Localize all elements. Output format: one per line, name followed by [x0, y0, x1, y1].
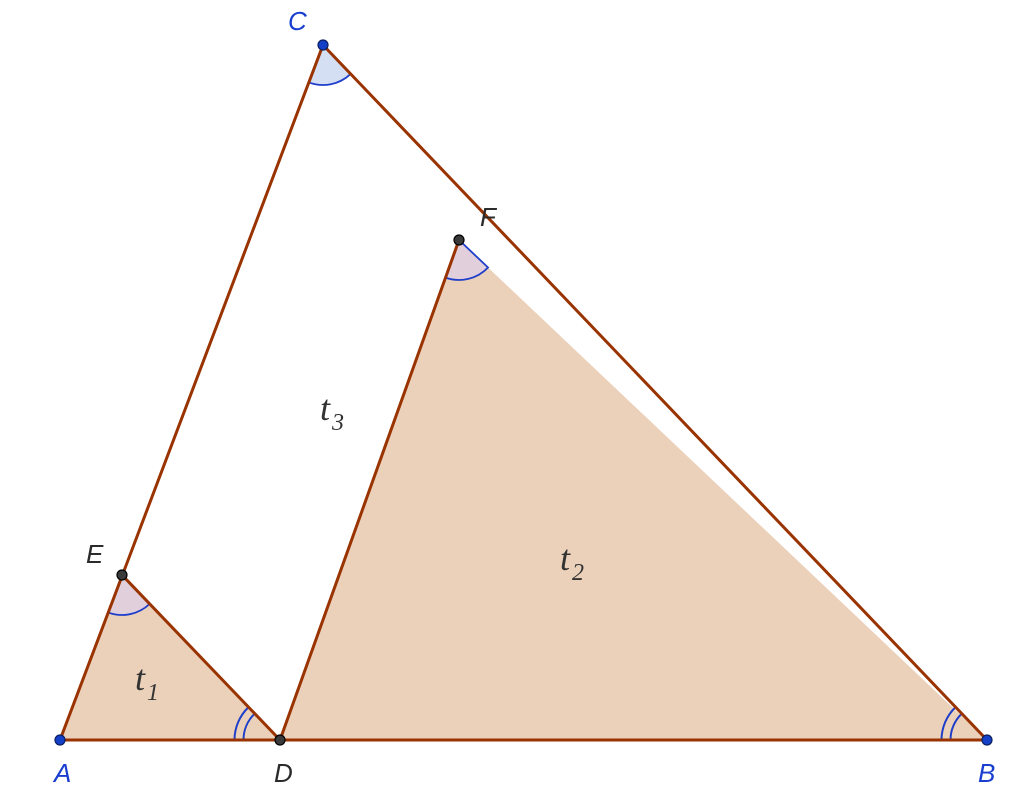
filled-triangles — [60, 240, 987, 740]
geometry-diagram: ABCDEFt1t2t3 — [0, 0, 1015, 804]
region-label-t3-base: t — [320, 388, 331, 428]
edge-CA — [60, 45, 323, 740]
vertex-A — [55, 735, 65, 745]
triangle-t2 — [280, 240, 987, 740]
label-A: A — [52, 758, 71, 788]
vertex-D — [275, 735, 285, 745]
region-label-t3-sub: 3 — [331, 410, 344, 436]
region-label-t3: t3 — [320, 388, 344, 436]
triangle-t1 — [60, 575, 280, 740]
label-E: E — [86, 539, 104, 569]
vertex-C — [318, 40, 328, 50]
label-C: C — [288, 6, 307, 36]
region-label-t1-base: t — [135, 658, 146, 698]
region-label-t2-base: t — [560, 538, 571, 578]
region-label-t1-sub: 1 — [147, 680, 159, 706]
vertex-F — [454, 235, 464, 245]
vertex-E — [117, 570, 127, 580]
label-F: F — [480, 202, 498, 232]
region-label-t2-sub: 2 — [572, 560, 584, 586]
label-D: D — [274, 758, 293, 788]
vertex-B — [982, 735, 992, 745]
label-B: B — [978, 758, 995, 788]
